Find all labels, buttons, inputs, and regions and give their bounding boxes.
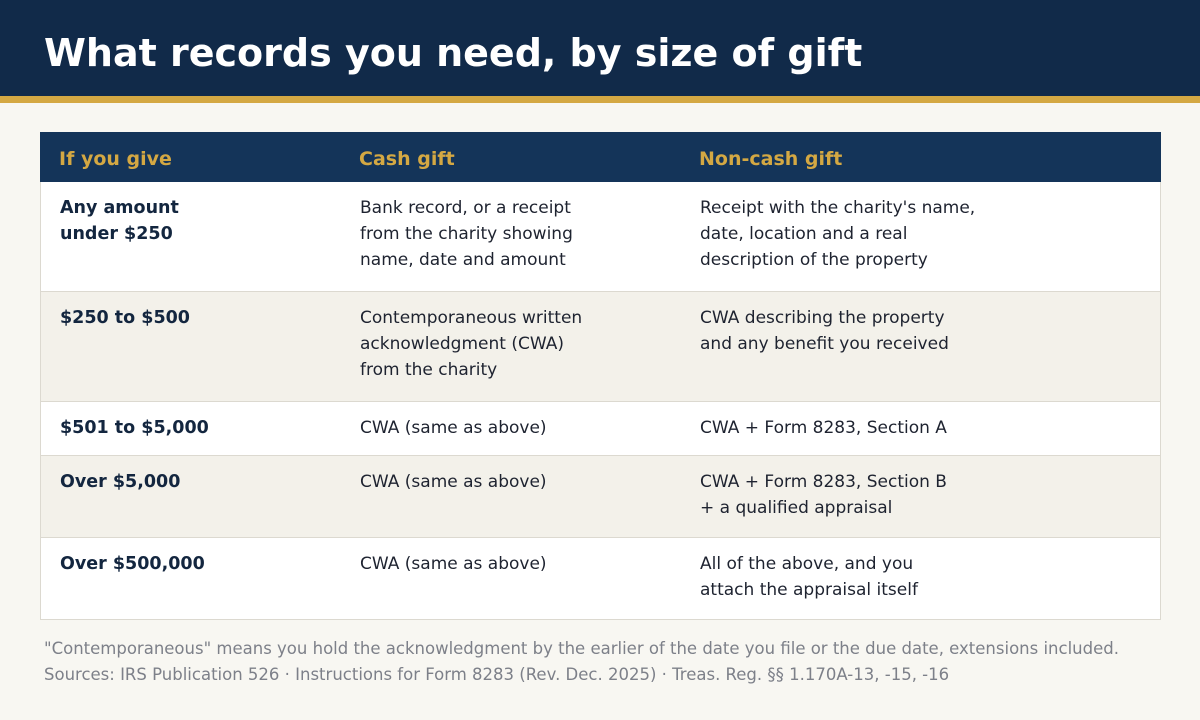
footnote-definition: "Contemporaneous" means you hold the ack… <box>44 639 1119 658</box>
row-noncash-requirement: CWA + Form 8283, Section A <box>700 418 947 438</box>
table-row: Over $5,000 CWA (same as above) CWA + Fo… <box>40 456 1161 538</box>
row-amount: $501 to $5,000 <box>60 418 209 438</box>
row-noncash-requirement: All of the above, and you attach the app… <box>700 554 918 600</box>
row-amount: $250 to $500 <box>60 308 190 328</box>
row-cash-requirement: Contemporaneous written acknowledgment (… <box>360 308 583 380</box>
row-amount: Over $5,000 <box>60 472 181 492</box>
table-row: $501 to $5,000 CWA (same as above) CWA +… <box>40 402 1161 456</box>
row-cash-requirement: Bank record, or a receipt from the chari… <box>360 198 573 270</box>
records-table: If you give Cash gift Non-cash gift Any … <box>40 132 1161 620</box>
column-header-noncash-gift: Non-cash gift <box>699 148 843 170</box>
footnote: "Contemporaneous" means you hold the ack… <box>44 636 1119 688</box>
table-row: $250 to $500 Contemporaneous written ack… <box>40 292 1161 402</box>
row-noncash-requirement: Receipt with the charity's name, date, l… <box>700 198 976 270</box>
header-accent-rule <box>0 96 1200 103</box>
row-cash-requirement: CWA (same as above) <box>360 418 547 438</box>
table-header-row: If you give Cash gift Non-cash gift <box>40 132 1161 182</box>
page-title: What records you need, by size of gift <box>44 31 863 75</box>
table-row: Any amount under $250 Bank record, or a … <box>40 182 1161 292</box>
page-header: What records you need, by size of gift <box>0 0 1200 96</box>
row-noncash-requirement: CWA + Form 8283, Section B + a qualified… <box>700 472 947 518</box>
row-cash-requirement: CWA (same as above) <box>360 472 547 492</box>
column-header-amount: If you give <box>59 148 172 170</box>
row-amount: Any amount under $250 <box>60 198 179 244</box>
column-header-cash-gift: Cash gift <box>359 148 455 170</box>
row-cash-requirement: CWA (same as above) <box>360 554 547 574</box>
row-noncash-requirement: CWA describing the property and any bene… <box>700 308 949 354</box>
row-amount: Over $500,000 <box>60 554 205 574</box>
table-row: Over $500,000 CWA (same as above) All of… <box>40 538 1161 620</box>
footnote-sources: Sources: IRS Publication 526 · Instructi… <box>44 665 950 684</box>
